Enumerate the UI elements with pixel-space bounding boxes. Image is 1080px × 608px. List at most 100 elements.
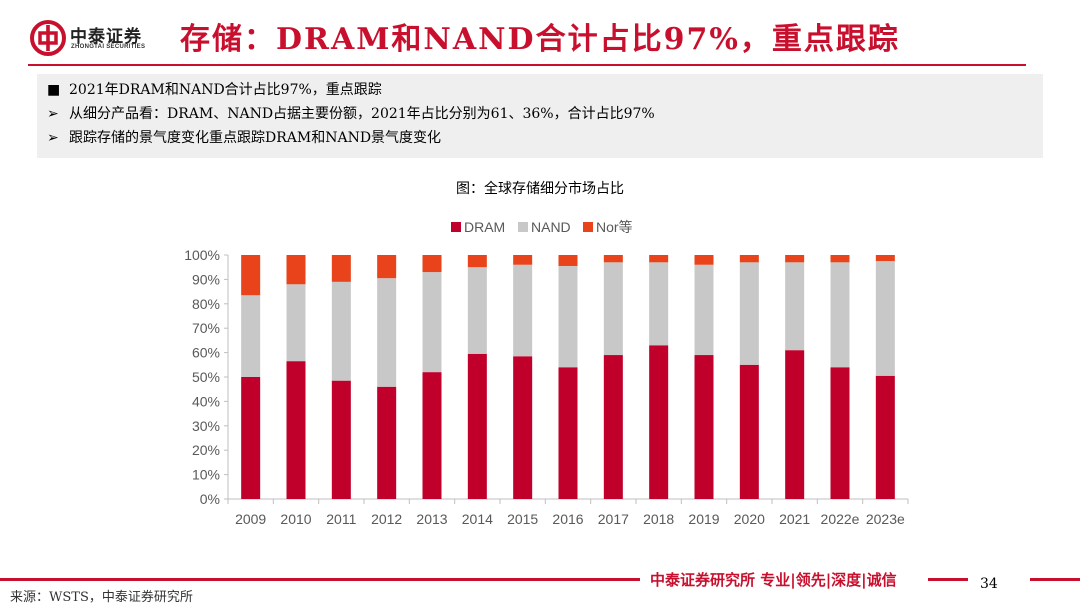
y-tick-label: 60% (192, 345, 220, 361)
legend-label: Nor等 (596, 219, 633, 235)
x-tick-label: 2009 (235, 511, 266, 527)
bar-segment-nor (558, 255, 578, 266)
bar-segment-nor (467, 255, 487, 268)
legend-label: NAND (531, 219, 571, 235)
bar-segment-nand (241, 295, 261, 377)
bar-segment-nand (377, 278, 397, 387)
summary-text: 跟踪存储的景气度变化重点跟踪DRAM和NAND景气度变化 (69, 130, 442, 146)
bar-segment-dram (467, 353, 487, 499)
bar-segment-dram (422, 372, 442, 499)
legend-swatch (451, 222, 461, 232)
x-tick-label: 2023e (866, 511, 905, 527)
bar-segment-nand (467, 267, 487, 354)
bar-segment-dram (875, 375, 895, 499)
bar-segment-nand (603, 262, 623, 356)
bar-segment-nand (649, 262, 669, 346)
chart-title: 图：全球存储细分市场占比 (456, 181, 624, 197)
bar-segment-dram (603, 355, 623, 499)
bar-segment-dram (694, 355, 714, 499)
y-tick-label: 100% (184, 247, 220, 263)
y-tick-label: 80% (192, 296, 220, 312)
x-tick-label: 2015 (507, 511, 538, 527)
bar-segment-nor (241, 255, 261, 296)
footer-divider-mid (928, 578, 968, 581)
y-tick-label: 20% (192, 442, 220, 458)
footer-divider-right (1030, 578, 1080, 581)
zhongtai-logo-icon (30, 20, 66, 56)
bar-segment-nor (694, 255, 714, 265)
x-tick-label: 2012 (371, 511, 402, 527)
bar-segment-nand (830, 262, 850, 368)
bar-segment-nor (649, 255, 669, 263)
bar-segment-dram (785, 350, 805, 499)
bar-segment-nand (422, 272, 442, 373)
x-tick-label: 2014 (462, 511, 493, 527)
square-bullet-icon: ■ (47, 82, 61, 98)
bar-segment-dram (739, 364, 759, 499)
bar-segment-nor (785, 255, 805, 263)
bar-segment-nor (377, 255, 397, 279)
bar-segment-nor (830, 255, 850, 263)
bar-segment-nor (513, 255, 533, 265)
x-tick-label: 2022e (821, 511, 860, 527)
y-tick-label: 10% (192, 467, 220, 483)
bar-segment-dram (286, 361, 306, 499)
bar-segment-nor (603, 255, 623, 263)
summary-bullet: ➢ 跟踪存储的景气度变化重点跟踪DRAM和NAND景气度变化 (47, 126, 1033, 150)
footer-divider-left (0, 578, 640, 581)
summary-bullet: ➢ 从细分产品看：DRAM、NAND占据主要份额，2021年占比分别为61、36%… (47, 102, 1033, 126)
legend-label: DRAM (464, 219, 505, 235)
footer-slogan: 中泰证券研究所 专业|领先|深度|诚信 (650, 571, 897, 589)
summary-text: 从细分产品看：DRAM、NAND占据主要份额，2021年占比分别为61、36%，… (69, 106, 655, 122)
summary-text: 2021年DRAM和NAND合计占比97%，重点跟踪 (69, 82, 382, 98)
bar-segment-dram (331, 380, 351, 499)
bar-segment-nand (513, 264, 533, 357)
bar-segment-dram (377, 386, 397, 499)
source-note: 来源：WSTS，中泰证券研究所 (10, 590, 193, 605)
bar-segment-nor (875, 255, 895, 262)
bar-segment-dram (649, 345, 669, 499)
bar-segment-dram (830, 367, 850, 499)
bar-segment-nor (331, 255, 351, 282)
bar-segment-nor (422, 255, 442, 273)
logo-english-name: ZHONGTAI SECURITIES (71, 44, 146, 50)
title-divider (28, 64, 1026, 66)
y-tick-label: 90% (192, 271, 220, 287)
bar-segment-nor (286, 255, 306, 285)
arrow-bullet-icon: ➢ (47, 130, 59, 146)
y-tick-label: 30% (192, 418, 220, 434)
x-tick-label: 2016 (552, 511, 583, 527)
x-tick-label: 2021 (779, 511, 810, 527)
x-tick-label: 2010 (280, 511, 311, 527)
summary-bullet: ■ 2021年DRAM和NAND合计占比97%，重点跟踪 (47, 78, 1033, 102)
bar-segment-nand (785, 262, 805, 351)
bar-segment-nand (694, 264, 714, 356)
company-logo: 中泰证券 ZHONGTAI SECURITIES (30, 18, 170, 58)
bar-segment-dram (241, 377, 261, 499)
arrow-bullet-icon: ➢ (47, 106, 59, 122)
x-tick-label: 2013 (416, 511, 447, 527)
bar-segment-nand (875, 261, 895, 376)
page-title: 存储：DRAM和NAND合计占比97%，重点跟踪 (180, 22, 900, 57)
x-tick-label: 2019 (688, 511, 719, 527)
bar-segment-nand (331, 281, 351, 381)
bar-segment-nor (739, 255, 759, 263)
bar-segment-nand (739, 262, 759, 365)
page-number: 34 (980, 576, 998, 592)
legend-swatch (518, 222, 528, 232)
y-tick-label: 70% (192, 320, 220, 336)
bar-segment-nand (286, 284, 306, 362)
x-tick-label: 2017 (598, 511, 629, 527)
y-tick-label: 50% (192, 369, 220, 385)
y-tick-label: 0% (200, 491, 220, 507)
x-tick-label: 2020 (734, 511, 765, 527)
x-tick-label: 2011 (326, 511, 356, 527)
bar-segment-nand (558, 265, 578, 368)
bar-segment-dram (513, 356, 533, 499)
bar-segment-dram (558, 367, 578, 499)
logo-chinese-name: 中泰证券 (70, 27, 142, 47)
legend-swatch (583, 222, 593, 232)
summary-box: ■ 2021年DRAM和NAND合计占比97%，重点跟踪 ➢ 从细分产品看：DRAM… (37, 74, 1043, 158)
y-tick-label: 40% (192, 393, 220, 409)
